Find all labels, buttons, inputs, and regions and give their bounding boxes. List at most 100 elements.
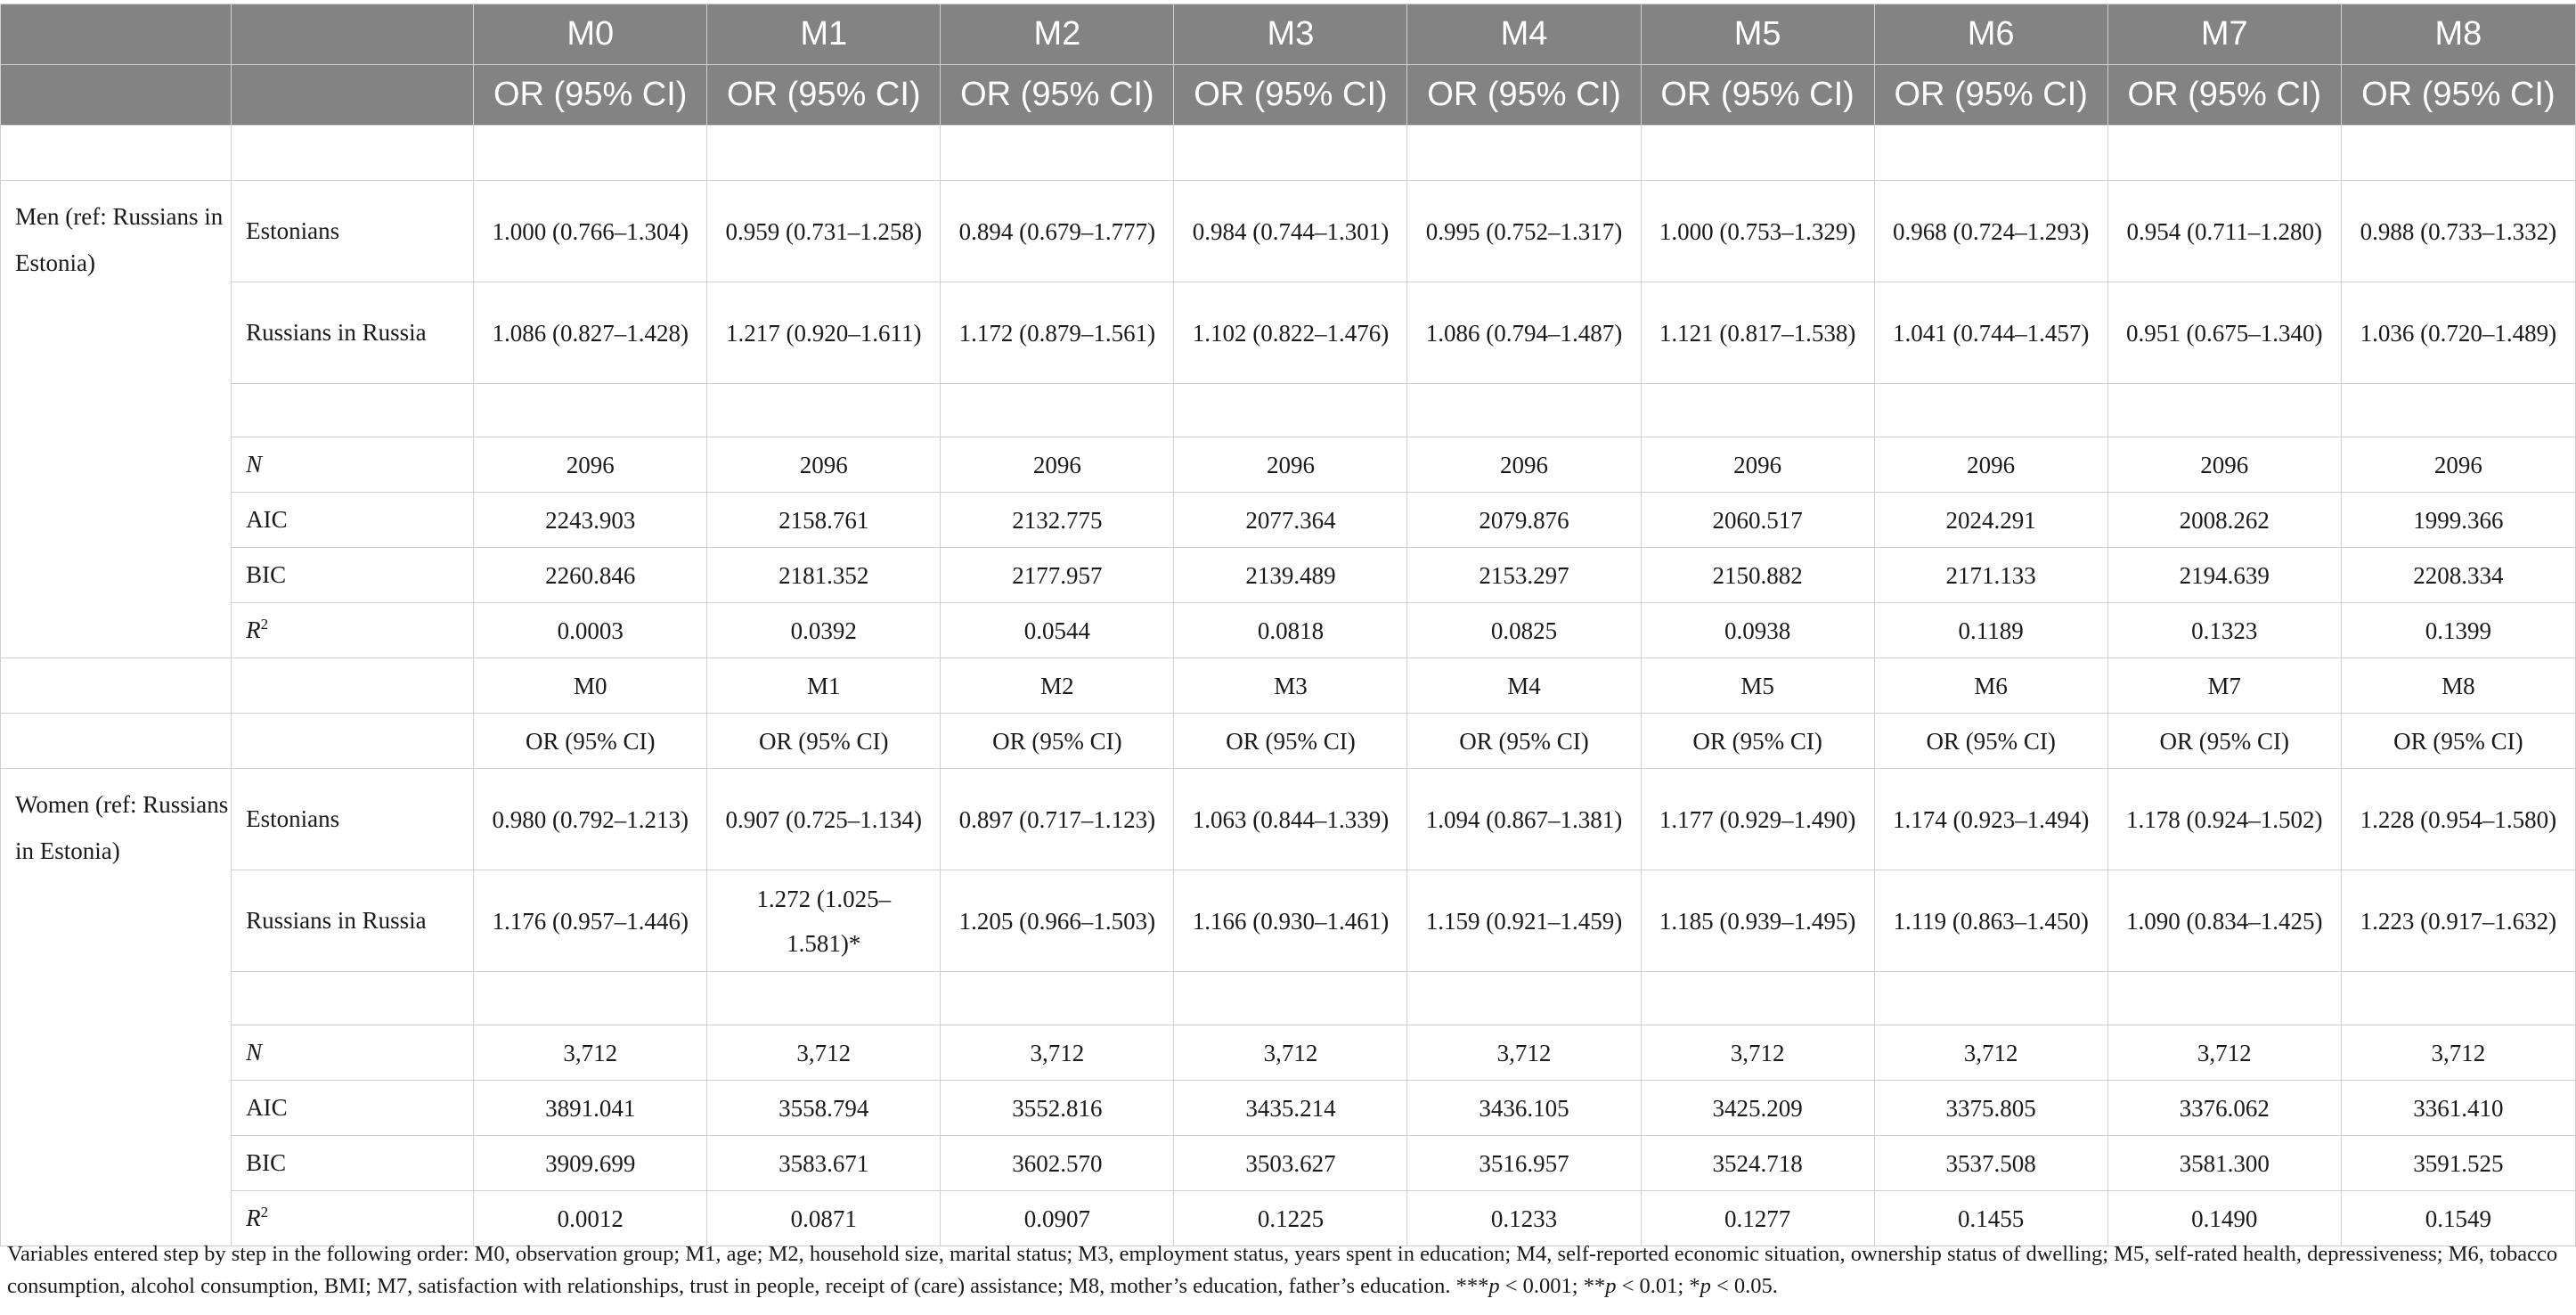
table-cell: 2171.133	[1873, 547, 2108, 603]
table-cell: 3552.816	[940, 1080, 1175, 1136]
table-row: OR (95% CI) OR (95% CI) OR (95% CI) OR (95%…	[0, 713, 2576, 769]
subheader-or-ci-m6: OR (95% CI)	[1873, 713, 2108, 769]
empty-cell	[2340, 971, 2576, 1025]
empty-cell	[0, 658, 232, 714]
table-cell: 1.159 (0.921–1.459)	[1406, 870, 1642, 972]
table-cell: 2096	[1640, 437, 1875, 493]
table-cell: 0.988 (0.733–1.332)	[2340, 180, 2576, 282]
empty-cell	[231, 383, 475, 437]
table-cell: 0.954 (0.711–1.280)	[2107, 180, 2342, 282]
empty-cell	[1873, 125, 2108, 181]
table-cell: 2194.639	[2107, 547, 2342, 603]
empty-cell	[1406, 971, 1642, 1025]
table-row: OR (95% CI) OR (95% CI) OR (95% CI) OR (95%…	[0, 64, 2576, 126]
table-cell: 1.086 (0.794–1.487)	[1406, 282, 1642, 384]
empty-cell	[0, 64, 232, 126]
table-row: R2 0.0012 0.0871 0.0907 0.1225 0.1233 0.1277 0.…	[1, 1190, 2576, 1246]
table-cell: 2177.957	[940, 547, 1175, 603]
women-aic-label: AIC	[231, 1080, 475, 1136]
table-cell: 0.897 (0.717–1.123)	[940, 768, 1175, 870]
table-cell: 1.119 (0.863–1.450)	[1873, 870, 2108, 972]
table-cell: 3435.214	[1173, 1080, 1408, 1136]
table-cell: 1.177 (0.929–1.490)	[1640, 768, 1875, 870]
table-row: N 3,712 3,712 3,712 3,712 3,712 3,712 3,712 3,71…	[1, 1025, 2576, 1081]
subheader-model-m3: M3	[1173, 658, 1408, 714]
table-cell: 3,712	[2107, 1025, 2342, 1081]
table-row	[1, 971, 2576, 1025]
table-cell: 1.000 (0.753–1.329)	[1640, 180, 1875, 282]
table-cell: 1999.366	[2340, 492, 2576, 548]
row-label-text: Estonians	[246, 217, 340, 244]
table-cell: 2096	[940, 437, 1175, 493]
subheader-model-m8: M8	[2340, 658, 2576, 714]
table-cell: 0.0871	[706, 1190, 942, 1246]
row-label-text: Estonians	[246, 805, 340, 832]
table-cell: 3524.718	[1640, 1135, 1875, 1191]
table-cell: 1.228 (0.954–1.580)	[2340, 768, 2576, 870]
table-cell: 1.172 (0.879–1.561)	[940, 282, 1175, 384]
table-cell: 3,712	[1406, 1025, 1642, 1081]
table-cell: 3425.209	[1640, 1080, 1875, 1136]
empty-cell	[2107, 125, 2342, 181]
row-label-text: N	[246, 451, 263, 478]
footnote-p-symbol: p	[1488, 1274, 1500, 1298]
table-cell: 2096	[706, 437, 942, 493]
table-cell: 2150.882	[1640, 547, 1875, 603]
table-cell: 3537.508	[1873, 1135, 2108, 1191]
table-cell: 2008.262	[2107, 492, 2342, 548]
table-cell: 0.0003	[473, 602, 708, 658]
table-cell: 2139.489	[1173, 547, 1408, 603]
subheader-or-ci-m2: OR (95% CI)	[940, 713, 1175, 769]
empty-cell	[706, 125, 942, 181]
table-cell: 3,712	[2340, 1025, 2576, 1081]
subheader-or-ci-m0: OR (95% CI)	[473, 713, 708, 769]
table-cell: 2079.876	[1406, 492, 1642, 548]
empty-cell	[473, 971, 708, 1025]
empty-cell	[940, 971, 1175, 1025]
empty-cell	[706, 971, 942, 1025]
men-n-label: N	[231, 437, 475, 493]
table-cell: 3909.699	[473, 1135, 708, 1191]
table-cell: 1.166 (0.930–1.461)	[1173, 870, 1408, 972]
table-cell: 2208.334	[2340, 547, 2576, 603]
table-row: Men (ref: Russians in Estonia) Estonians 1…	[0, 180, 2576, 658]
table-cell: 0.995 (0.752–1.317)	[1406, 180, 1642, 282]
table-row: M0 M1 M2 M3 M4 M5 M6 M7 M8	[0, 4, 2576, 65]
table-cell: 3891.041	[473, 1080, 708, 1136]
table-cell: 3516.957	[1406, 1135, 1642, 1191]
subheader-or-ci-m1: OR (95% CI)	[706, 713, 942, 769]
superscript: 2	[260, 616, 269, 633]
empty-cell	[1873, 971, 2108, 1025]
header-or-ci-m7: OR (95% CI)	[2107, 64, 2342, 126]
subheader-model-m1: M1	[706, 658, 942, 714]
results-table: M0 M1 M2 M3 M4 M5 M6 M7 M8 OR (95% CI) OR (95% CI)…	[0, 4, 2576, 1246]
table-cell: 0.1233	[1406, 1190, 1642, 1246]
table-cell: 2132.775	[940, 492, 1175, 548]
superscript: 2	[260, 1204, 269, 1221]
table-cell: 3,712	[940, 1025, 1175, 1081]
table-cell: 0.1490	[2107, 1190, 2342, 1246]
table-cell: 2060.517	[1640, 492, 1875, 548]
empty-cell	[231, 64, 475, 126]
table-cell: 2024.291	[1873, 492, 2108, 548]
empty-cell	[0, 713, 232, 769]
table-row: M0 M1 M2 M3 M4 M5 M6 M7 M8	[0, 658, 2576, 714]
table-cell: 0.1549	[2340, 1190, 2576, 1246]
empty-cell	[0, 4, 232, 65]
header-or-ci-m4: OR (95% CI)	[1406, 64, 1642, 126]
header-model-m7: M7	[2107, 4, 2342, 65]
table-row: R2 0.0003 0.0392 0.0544 0.0818 0.0825 0.0938 0.…	[1, 602, 2576, 658]
table-cell: 0.0818	[1173, 602, 1408, 658]
men-estonians-label: Estonians	[231, 180, 475, 282]
table-cell: 1.121 (0.817–1.538)	[1640, 282, 1875, 384]
table-cell: 3591.525	[2340, 1135, 2576, 1191]
header-model-m8: M8	[2340, 4, 2576, 65]
subheader-or-ci-m3: OR (95% CI)	[1173, 713, 1408, 769]
footnote-text: Variables entered step by step in the fo…	[7, 1242, 2558, 1298]
table-cell: 1.176 (0.957–1.446)	[473, 870, 708, 972]
subheader-model-m6: M6	[1873, 658, 2108, 714]
footnote-p1-stars: ***	[1455, 1274, 1489, 1298]
empty-cell	[1173, 383, 1408, 437]
footnote-p3-rest: < 0.05.	[1710, 1274, 1778, 1298]
table-cell: 2153.297	[1406, 547, 1642, 603]
